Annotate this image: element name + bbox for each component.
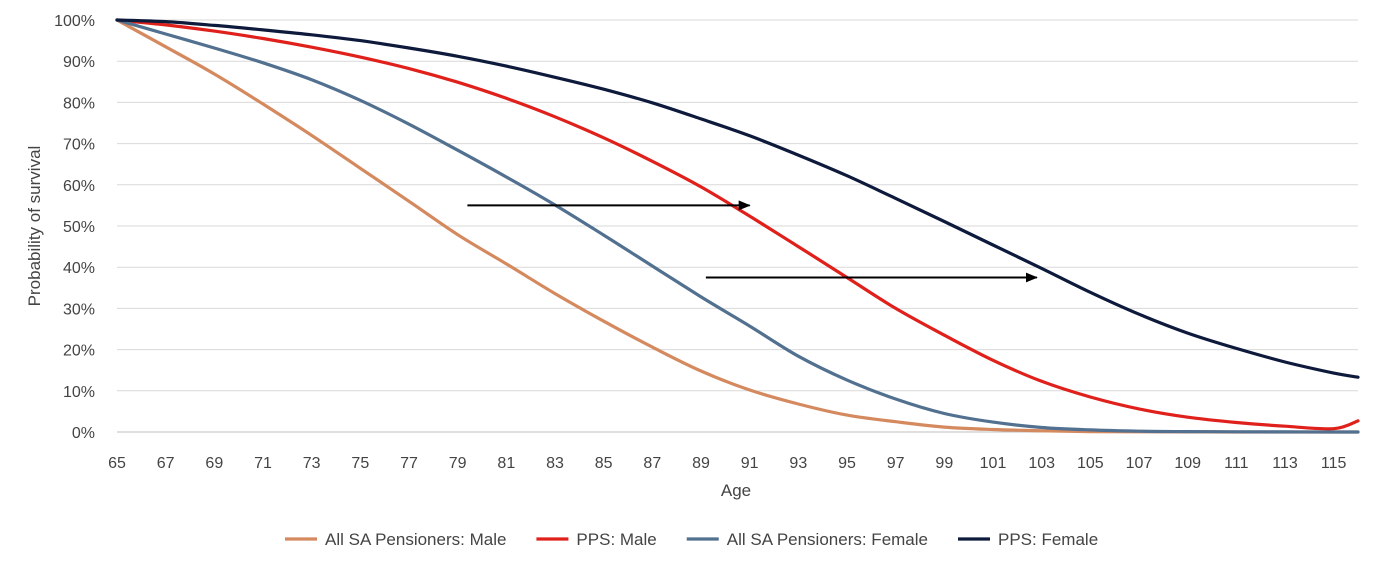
legend-label: All SA Pensioners: Male bbox=[325, 530, 506, 549]
x-tick-label: 85 bbox=[595, 455, 613, 472]
x-tick-label: 109 bbox=[1174, 455, 1201, 472]
x-tick-label: 91 bbox=[741, 455, 759, 472]
x-tick-label: 69 bbox=[205, 455, 223, 472]
x-tick-label: 95 bbox=[838, 455, 856, 472]
series-line-4 bbox=[115, 18, 1360, 379]
axes: 0% 10% 20% 30% 40% 50% 60% 70% 80% 90% 100% 65 67 69 7… bbox=[54, 13, 1346, 472]
y-tick-label: 30% bbox=[63, 301, 95, 318]
y-tick-label: 20% bbox=[63, 343, 95, 360]
x-tick-label: 99 bbox=[935, 455, 953, 472]
series-lines bbox=[115, 18, 1360, 434]
x-tick-label: 87 bbox=[643, 455, 661, 472]
y-tick-label: 10% bbox=[63, 384, 95, 401]
x-tick-label: 75 bbox=[351, 455, 369, 472]
x-tick-label: 93 bbox=[789, 455, 807, 472]
series-line-2 bbox=[115, 18, 1360, 431]
y-tick-label: 60% bbox=[63, 178, 95, 195]
x-tick-label: 65 bbox=[108, 455, 126, 472]
annotations bbox=[467, 200, 1038, 283]
x-tick-label: 81 bbox=[497, 455, 515, 472]
y-tick-label: 80% bbox=[63, 95, 95, 112]
x-tick-label: 67 bbox=[157, 455, 175, 472]
y-tick-label: 50% bbox=[63, 219, 95, 236]
x-tick-label: 97 bbox=[887, 455, 905, 472]
x-tick-label: 115 bbox=[1321, 455, 1347, 472]
legend-label: PPS: Female bbox=[998, 530, 1098, 549]
y-tick-label: 100% bbox=[54, 13, 95, 30]
y-tick-label: 0% bbox=[72, 425, 95, 442]
x-tick-label: 105 bbox=[1077, 455, 1104, 472]
y-tick-label: 90% bbox=[63, 54, 95, 71]
x-tick-label: 83 bbox=[546, 455, 564, 472]
x-tick-label: 73 bbox=[303, 455, 321, 472]
x-tick-label: 103 bbox=[1028, 455, 1055, 472]
y-tick-label: 40% bbox=[63, 260, 95, 277]
gridlines bbox=[117, 19, 1358, 433]
legend-label: PPS: Male bbox=[576, 530, 656, 549]
legend-label: All SA Pensioners: Female bbox=[727, 530, 928, 549]
y-axis-title: Probability of survival bbox=[25, 146, 44, 307]
x-tick-label: 113 bbox=[1272, 455, 1298, 472]
y-tick-label: 70% bbox=[63, 137, 95, 154]
x-tick-label: 79 bbox=[449, 455, 467, 472]
x-tick-label: 89 bbox=[692, 455, 710, 472]
series-line-3 bbox=[115, 18, 1360, 434]
x-tick-label: 71 bbox=[254, 455, 272, 472]
legend: All SA Pensioners: Male PPS: Male All SA P… bbox=[285, 530, 1098, 549]
x-tick-label: 111 bbox=[1224, 455, 1248, 472]
x-tick-label: 107 bbox=[1126, 455, 1153, 472]
x-tick-label: 101 bbox=[980, 455, 1007, 472]
x-axis-title: Age bbox=[721, 481, 751, 500]
x-tick-label: 77 bbox=[400, 455, 418, 472]
